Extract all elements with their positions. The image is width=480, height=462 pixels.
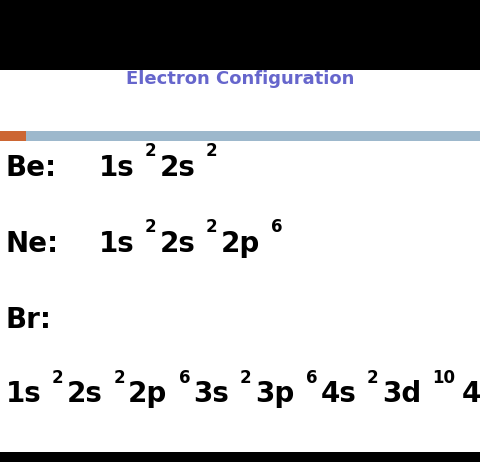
Text: 2s: 2s bbox=[159, 153, 195, 182]
Text: 10: 10 bbox=[432, 369, 456, 387]
Text: 2s: 2s bbox=[159, 230, 195, 258]
Text: 1s: 1s bbox=[6, 380, 41, 408]
Text: 1s: 1s bbox=[98, 153, 134, 182]
Text: 3p: 3p bbox=[255, 380, 294, 408]
Text: 1s: 1s bbox=[98, 230, 134, 258]
Text: 2: 2 bbox=[144, 142, 156, 160]
Text: 2: 2 bbox=[240, 369, 252, 387]
Text: 2p: 2p bbox=[221, 230, 260, 258]
Bar bbox=[0, 131, 26, 141]
Text: 6: 6 bbox=[272, 219, 283, 237]
Text: 4s: 4s bbox=[321, 380, 356, 408]
Text: 3d: 3d bbox=[382, 380, 421, 408]
Text: 2: 2 bbox=[206, 219, 217, 237]
Bar bbox=[26, 131, 480, 141]
Text: 6: 6 bbox=[179, 369, 191, 387]
Text: 2p: 2p bbox=[128, 380, 168, 408]
Text: Be:: Be: bbox=[6, 153, 57, 182]
Text: 4p: 4p bbox=[462, 380, 480, 408]
Text: 3s: 3s bbox=[193, 380, 229, 408]
Text: 2s: 2s bbox=[67, 380, 103, 408]
Bar bbox=[0, 452, 480, 462]
Text: 2: 2 bbox=[113, 369, 125, 387]
Text: Ne:: Ne: bbox=[6, 230, 59, 258]
Text: 2: 2 bbox=[144, 219, 156, 237]
Text: 2: 2 bbox=[52, 369, 63, 387]
Text: 6: 6 bbox=[306, 369, 317, 387]
Text: Br:: Br: bbox=[6, 306, 52, 334]
Text: 2: 2 bbox=[206, 142, 217, 160]
Text: 2: 2 bbox=[367, 369, 378, 387]
Text: Electron Configuration: Electron Configuration bbox=[126, 71, 354, 88]
Bar bbox=[0, 0, 480, 70]
